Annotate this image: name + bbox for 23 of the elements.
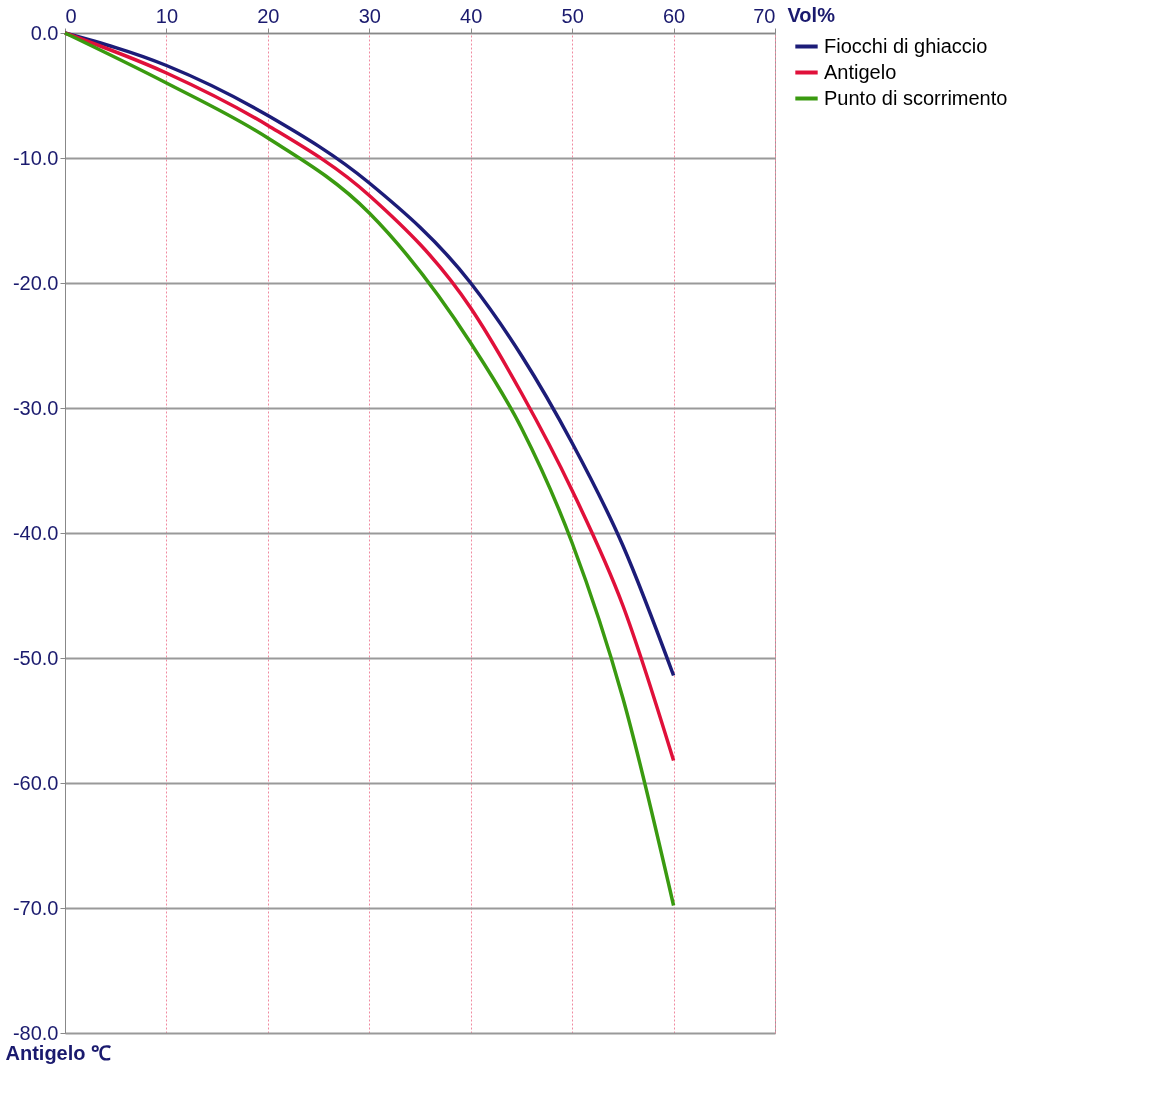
y-axis-title: Antigelo ℃ [5,1041,112,1064]
x-axis-title: Vol% [787,3,836,26]
y-tick-label: -10.0 [12,146,59,169]
x-tick-label: 0 [65,4,77,27]
y-tick-label: -30.0 [12,396,59,419]
legend-label: Antigelo [824,60,897,83]
x-tick-label: 20 [257,4,280,27]
legend-label: Fiocchi di ghiaccio [824,34,988,57]
x-tick-label: 60 [662,4,686,27]
y-tick-label: 0.0 [30,21,59,44]
line-series [63,31,676,908]
y-tick-label: -60.0 [12,771,59,794]
y-tick-label: -80.0 [12,1021,59,1044]
legend-label: Punto di scorrimento [824,86,1008,109]
x-tick-label: 50 [561,4,584,27]
x-tick-label: 40 [460,4,483,27]
y-tick-label: -50.0 [12,646,59,669]
y-tick-label: -20.0 [12,271,59,294]
x-tick-label: 30 [358,4,381,27]
y-tick-label: -70.0 [12,896,59,919]
x-tick-label: 10 [155,4,179,27]
y-tick-label: -40.0 [12,521,59,544]
x-tick-label: 70 [753,4,776,27]
